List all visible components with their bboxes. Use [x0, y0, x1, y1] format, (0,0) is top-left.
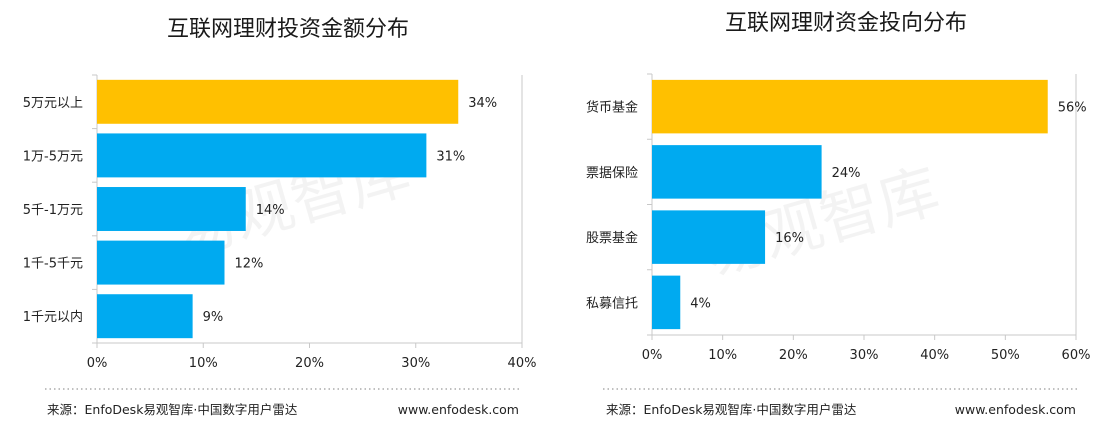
x-tick-label: 0% [642, 348, 663, 363]
x-tick-label: 40% [920, 348, 949, 363]
data-label: 34% [468, 96, 497, 111]
bar [97, 240, 225, 285]
chart-fund-destination: 互联网理财资金投向分布 易观智库 0%10%20%30%40%50%60%货币基… [586, 11, 1090, 363]
x-tick-label: 50% [991, 348, 1020, 363]
website-link[interactable]: www.enfodesk.com [955, 402, 1076, 417]
x-tick-label: 10% [708, 348, 737, 363]
bar [97, 79, 459, 124]
bar [97, 294, 193, 339]
x-tick-label: 60% [1062, 348, 1091, 363]
category-label: 5千-1万元 [23, 203, 83, 218]
x-tick-label: 30% [850, 348, 879, 363]
bar [652, 79, 1048, 134]
bar-group: 0% 10% 20% 30% 40% 50% 60% 货币基金 56% 票据保险 24% 股票基金 16… [586, 73, 1091, 363]
bar [97, 133, 427, 178]
source-text: 来源：EnfoDesk易观智库·中国数字用户雷达 [606, 402, 857, 417]
category-label: 5万元以上 [23, 96, 83, 111]
data-label: 24% [832, 166, 861, 181]
data-label: 12% [235, 257, 264, 272]
data-label: 56% [1058, 101, 1087, 116]
category-label: 票据保险 [586, 166, 638, 181]
data-label: 9% [203, 310, 224, 325]
data-label: 14% [256, 203, 285, 218]
chart-title: 互联网理财投资金额分布 [167, 17, 409, 42]
category-label: 私募信托 [586, 296, 638, 311]
chart-title: 互联网理财资金投向分布 [725, 11, 967, 36]
data-label: 31% [436, 149, 465, 164]
website-link[interactable]: www.enfodesk.com [398, 402, 519, 417]
bar [652, 145, 822, 199]
category-label: 1万-5万元 [23, 149, 83, 164]
bar-group: 0% 10% 20% 30% 40% 5万元以上 34% 1万-5万元 31% 5千-1万元 14%… [23, 74, 537, 371]
bar [652, 210, 766, 264]
chart-amount-distribution: 互联网理财投资金额分布 易观智库 0%10%20%30%40%5万元以上34%1… [23, 17, 537, 371]
data-label: 16% [775, 231, 804, 246]
bar [97, 187, 246, 231]
x-tick-label: 0% [87, 356, 108, 371]
bar [652, 275, 681, 330]
x-tick-label: 10% [189, 356, 218, 371]
data-label: 4% [690, 296, 711, 311]
category-label: 1千-5千元 [23, 257, 83, 272]
category-label: 1千元以内 [23, 309, 83, 325]
x-tick-label: 30% [401, 356, 430, 371]
category-label: 货币基金 [586, 100, 638, 116]
x-tick-label: 20% [779, 348, 808, 363]
category-label: 股票基金 [586, 230, 638, 246]
source-text: 来源：EnfoDesk易观智库·中国数字用户雷达 [47, 402, 298, 417]
x-tick-label: 20% [295, 356, 324, 371]
x-tick-label: 40% [508, 356, 537, 371]
